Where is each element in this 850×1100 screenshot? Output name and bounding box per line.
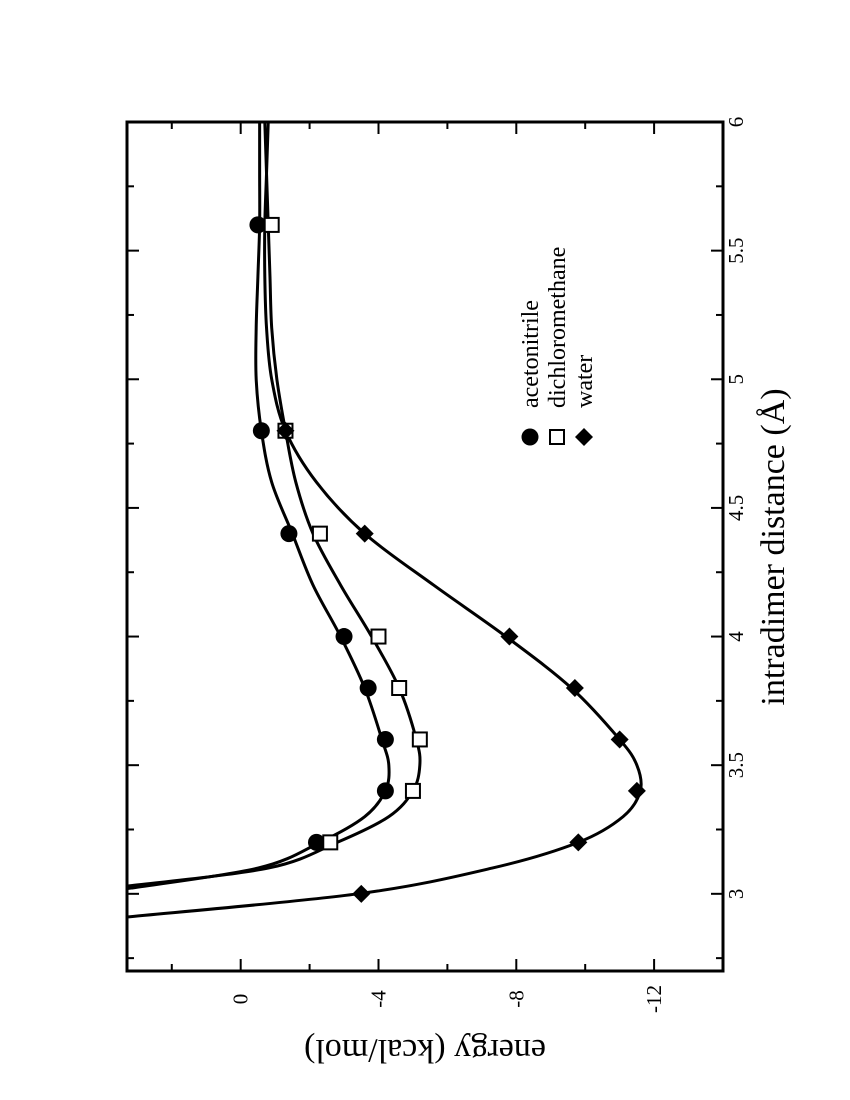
data-point-acetonitrile [335,628,353,646]
legend: acetonitrile dichloromethane water [518,247,598,446]
data-point-dichloromethane [370,628,387,645]
legend-label-water: water [572,355,598,408]
y-tick-labels: 0 -4 -8 -12 [229,985,666,1013]
y-tick-label: 0 [229,994,253,1005]
y-tick-label: -12 [642,985,666,1013]
y-tick-label: -4 [366,990,390,1008]
x-tick-label: 3 [724,889,748,900]
data-point-water [569,833,588,852]
legend-markers [521,428,593,446]
x-axis-title: intradimer distance (Å) [755,388,792,705]
legend-marker-acetonitrile [521,428,539,446]
data-point-water [352,884,371,903]
data-point-water [565,679,584,697]
y-axis-title: energy (kcal/mol) [304,1032,546,1069]
x-tick-label: 5.5 [724,238,748,264]
data-point-acetonitrile [280,525,298,543]
y-tick-label: -8 [504,990,528,1008]
data-point-acetonitrile [307,833,325,851]
legend-label-acetonitrile: acetonitrile [518,300,544,408]
axis-ticks [127,121,724,971]
data-point-acetonitrile [249,216,267,234]
series-markers [249,216,646,903]
data-point-water [500,627,519,646]
data-point-acetonitrile [376,782,394,800]
plot-frame [125,120,725,973]
data-point-acetonitrile [252,422,270,440]
legend-marker-dichloromethane [549,429,565,445]
data-point-acetonitrile [376,730,394,748]
data-point-dichloromethane [411,731,428,748]
x-tick-label: 5 [724,374,748,385]
data-point-dichloromethane [263,216,280,233]
series-line-acetonitrile [127,122,391,891]
legend-label-dichloromethane: dichloromethane [545,247,571,408]
data-point-water [276,421,295,440]
series-line-dichloromethane [127,122,422,888]
x-tick-label: 4.5 [724,495,748,521]
data-point-dichloromethane [391,680,408,696]
data-point-dichloromethane [322,834,339,851]
data-point-acetonitrile [359,679,377,697]
data-point-water [355,524,374,543]
data-point-water [627,781,646,800]
x-tick-labels: 3 3.5 4 4.5 5 5.5 6 [724,117,748,899]
data-point-water [610,730,629,749]
data-point-dichloromethane [404,782,421,799]
x-tick-label: 6 [724,117,748,128]
legend-marker-water [575,428,593,446]
x-tick-label: 3.5 [724,752,748,778]
data-point-dichloromethane [311,525,328,542]
x-tick-label: 4 [724,631,748,642]
